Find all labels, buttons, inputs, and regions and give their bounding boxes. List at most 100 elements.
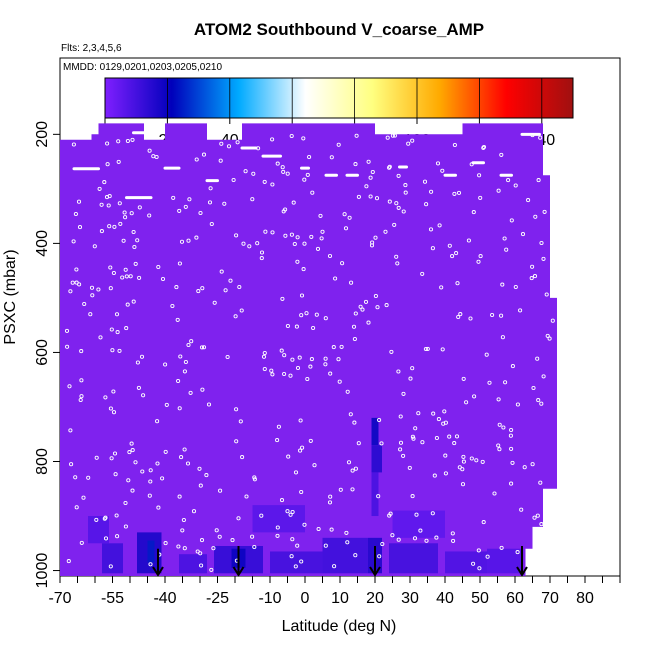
sample-point [526,198,531,203]
sample-point [199,345,205,350]
sample-point [533,214,538,219]
sample-point [108,406,113,411]
sample-point [293,564,298,569]
sample-point [374,196,380,201]
sample-point [239,308,244,313]
sample-point [376,494,381,499]
sample-point [200,286,205,291]
sample-point [109,327,114,332]
sample-point [177,261,182,266]
y-axis-title: PSXC (mbar) [2,249,19,344]
sample-point [234,407,239,412]
sample-point [219,269,224,274]
sample-point [110,348,115,353]
sample-point [79,540,84,545]
sample-point [125,302,130,307]
sample-point [198,551,203,556]
sample-point [396,205,401,210]
sample-point [147,213,152,218]
sample-point [137,205,142,210]
sample-point [461,376,466,381]
sample-point [531,385,536,391]
sample-point [71,239,76,244]
sample-point [423,346,428,352]
sample-point [394,254,399,259]
sample-point [99,202,104,207]
sample-point [259,513,264,518]
sample-point [189,339,194,344]
heatmap-cell [371,472,379,517]
sample-point [283,233,288,238]
sample-point [509,427,514,433]
sample-point [200,387,205,392]
sample-point [76,199,82,204]
sample-point [530,462,535,467]
sample-point [123,524,128,529]
sample-point [305,376,310,382]
sample-point [78,397,83,403]
sample-point [275,525,280,530]
sample-point [292,241,297,247]
sample-point [420,271,425,276]
sample-point [250,534,255,539]
sample-point [217,534,222,539]
sample-point [123,215,128,220]
x-tick-label: 50 [471,590,489,607]
sample-point [476,259,481,264]
sample-point [439,285,444,290]
sample-point [478,254,483,259]
sample-point [522,465,527,470]
sample-point [429,189,434,194]
sample-point [440,168,445,173]
sample-point [251,171,256,176]
x-tick-label: -10 [258,590,281,607]
sample-point [373,293,378,299]
sample-point [380,541,385,547]
sample-point [406,141,411,146]
sample-point [461,454,466,459]
heatmap-cell [88,516,109,544]
sample-point [338,487,343,492]
sample-point [186,238,191,243]
sample-point [112,451,118,456]
sample-point [228,278,233,283]
sample-point [74,505,79,510]
sample-point [123,267,128,272]
sample-point [68,289,73,294]
sample-point [308,438,313,443]
sample-point [343,226,349,231]
sample-point [129,441,134,446]
sample-point [442,409,447,414]
sample-point [424,202,429,207]
sample-point [113,472,118,477]
sample-point [407,465,412,470]
sample-point [238,419,243,424]
sample-point [285,509,290,514]
sample-point [385,135,390,140]
sample-point [108,286,113,291]
sample-point [177,494,182,499]
sample-point [116,159,121,164]
sample-point [118,221,123,226]
sample-point [67,384,72,389]
sample-point [360,307,365,312]
sample-point [431,411,436,416]
sample-point [368,175,373,180]
sample-point [140,469,145,474]
sample-point [261,354,267,359]
sample-point [209,221,214,227]
x-tick-label: 20 [366,590,384,607]
sample-point [490,312,495,318]
sample-point [79,349,84,354]
sample-point [73,211,78,217]
sample-point [309,357,314,362]
sample-point [170,303,175,309]
sample-point [469,162,474,167]
sample-point [499,545,504,550]
sample-point [141,393,146,398]
sample-point [347,215,352,220]
sample-point [252,544,257,550]
sample-point [332,564,337,569]
colorbar-fill [104,77,574,119]
